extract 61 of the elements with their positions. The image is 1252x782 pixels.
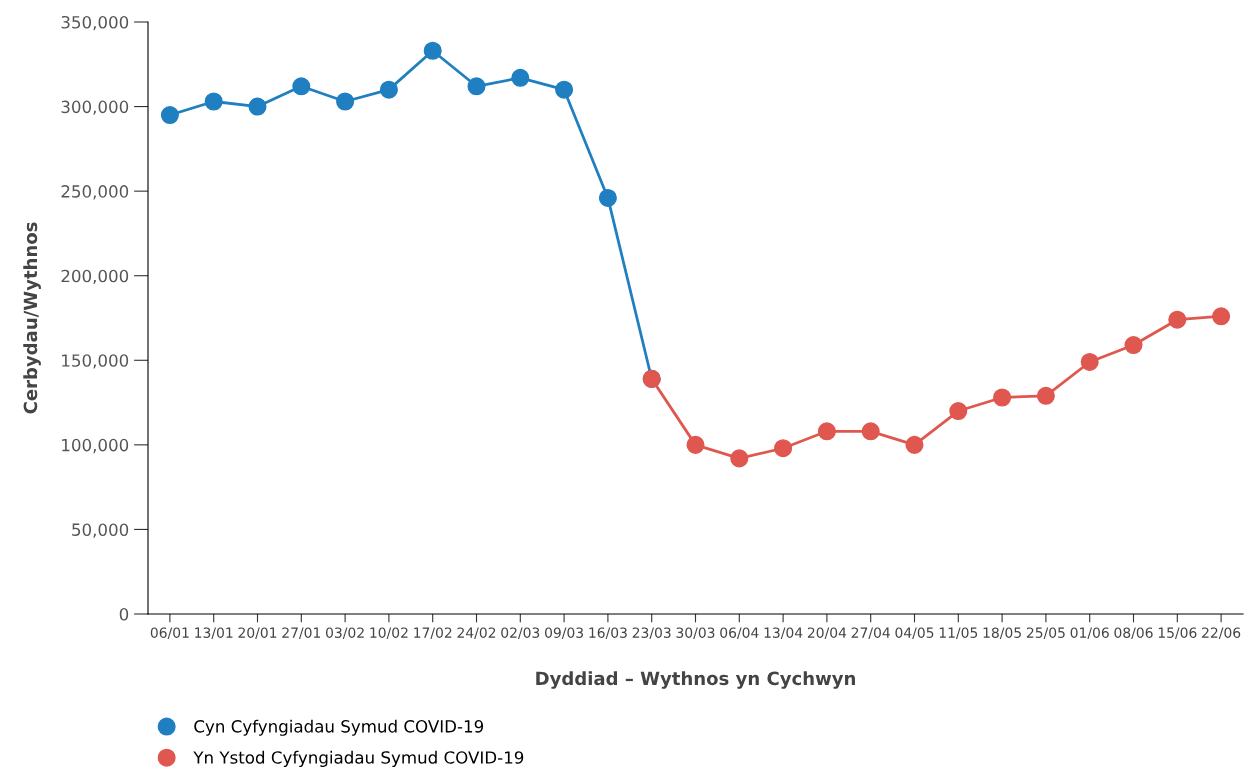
x-tick-label: 09/03 <box>545 627 583 640</box>
x-tick-label: 27/01 <box>282 627 321 640</box>
x-tick-label: 02/03 <box>501 627 540 640</box>
y-tick-label: 350,000 <box>61 15 129 31</box>
x-tick-label: 18/05 <box>983 627 1021 640</box>
legend-label: Cyn Cyfyngiadau Symud COVID-19 <box>194 719 484 736</box>
x-tick-label: 16/03 <box>589 627 627 640</box>
y-tick-label: 50,000 <box>72 523 129 538</box>
legend-label: Yn Ystod Cyfyngiadau Symud COVID-19 <box>193 750 524 767</box>
point <box>861 422 880 441</box>
x-tick-label: 20/01 <box>238 627 277 640</box>
point <box>336 92 355 111</box>
point <box>511 68 530 87</box>
point <box>292 77 311 96</box>
x-tick-label: 24/02 <box>457 627 496 640</box>
x-tick-label: 04/05 <box>895 627 934 640</box>
point <box>686 435 705 454</box>
x-tick-label: 10/02 <box>370 627 408 640</box>
point <box>598 188 617 207</box>
point <box>160 106 179 125</box>
point <box>1036 386 1055 405</box>
point <box>248 97 267 116</box>
x-tick-label: 01/06 <box>1070 627 1109 640</box>
y-tick-label: 100,000 <box>62 438 129 454</box>
y-tick-label: 0 <box>119 607 129 621</box>
point <box>949 402 968 421</box>
y-axis-title: Cerbydau/Wythnos <box>23 222 41 414</box>
x-tick-label: 11/05 <box>939 627 978 640</box>
y-tick-label: 150,000 <box>62 354 129 369</box>
x-tick-label: 13/04 <box>764 627 803 640</box>
x-tick-label: 08/06 <box>1114 627 1153 640</box>
point <box>423 41 442 60</box>
point <box>817 422 836 441</box>
x-axis-title: Dyddiad – Wythnos yn Cychwyn <box>536 671 855 689</box>
y-tick-label: 250,000 <box>61 185 129 200</box>
y-tick-label: 200,000 <box>61 269 129 284</box>
point <box>467 77 486 96</box>
x-tick-label: 13/01 <box>195 627 233 640</box>
x-tick-label: 22/06 <box>1202 627 1241 640</box>
point <box>204 92 223 111</box>
point <box>905 435 924 454</box>
point <box>1168 310 1187 329</box>
x-tick-label: 20/04 <box>807 627 847 640</box>
x-tick-label: 03/02 <box>326 627 364 640</box>
x-tick-label: 06/01 <box>150 627 189 640</box>
x-tick-label: 23/03 <box>632 627 671 640</box>
x-tick-label: 27/04 <box>851 627 890 640</box>
x-tick-label: 17/02 <box>414 627 452 640</box>
x-tick-label: 15/06 <box>1158 627 1197 640</box>
x-tick-label: 25/05 <box>1026 627 1065 640</box>
y-tick-label: 300,000 <box>61 100 129 115</box>
point <box>774 439 793 458</box>
point <box>1080 352 1099 372</box>
x-tick-label: 30/03 <box>676 627 715 640</box>
point <box>730 449 749 468</box>
point <box>1124 336 1143 355</box>
point <box>379 80 398 99</box>
x-tick-label: 06/04 <box>720 627 759 640</box>
point <box>1212 307 1231 326</box>
point <box>555 80 574 99</box>
point <box>993 388 1012 407</box>
